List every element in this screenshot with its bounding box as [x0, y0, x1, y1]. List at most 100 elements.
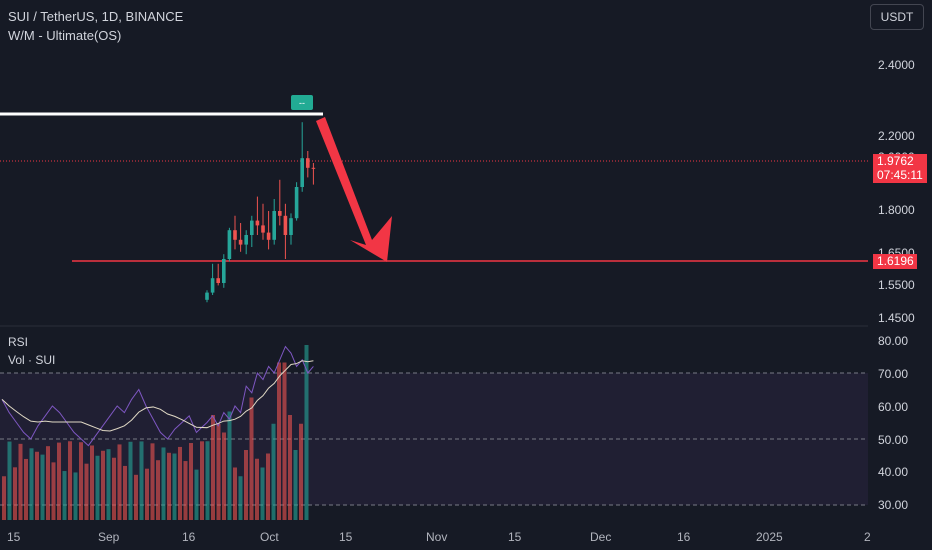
candle-body: [266, 232, 271, 240]
price-tick: 1.5500: [878, 278, 915, 292]
time-tick: Nov: [426, 530, 448, 544]
volume-bar: [145, 468, 149, 520]
volume-bar: [24, 458, 28, 520]
volume-bar: [18, 443, 23, 520]
rsi-ma-line: [1, 360, 314, 432]
volume-bar: [62, 471, 67, 520]
volume-bar: [134, 474, 138, 520]
volume-bar: [46, 446, 50, 520]
volume-bar: [112, 457, 116, 520]
time-tick: Sep: [98, 530, 120, 544]
volume-bar: [194, 469, 199, 520]
volume-bar: [260, 467, 265, 520]
down-arrow-drawing: [316, 117, 392, 262]
volume-bar: [178, 446, 182, 520]
volume-bar: [13, 467, 17, 520]
time-tick: Dec: [590, 530, 612, 544]
volume-bar: [57, 442, 61, 520]
pattern-marker-label: --: [299, 98, 305, 108]
volume-bar: [73, 472, 78, 520]
volume-bar: [117, 444, 122, 520]
candle-body: [261, 225, 265, 233]
candle-body: [306, 158, 310, 168]
volume-bar: [29, 448, 34, 520]
volume-bar: [68, 441, 72, 520]
current-price-value: 1.9762: [877, 154, 914, 168]
volume-bar: [227, 411, 232, 520]
volume-bar: [84, 463, 89, 520]
volume-bar: [123, 465, 127, 520]
volume-bar: [282, 362, 287, 520]
rsi-tick: 80.00: [878, 334, 909, 348]
volume-bar: [238, 476, 243, 520]
volume-bar: [90, 445, 94, 520]
candle-body: [272, 211, 276, 240]
volume-bar: [183, 461, 188, 520]
candle-body: [216, 278, 220, 283]
candle-body: [222, 259, 226, 283]
time-tick: 16: [677, 530, 691, 544]
price-tick: 1.8000: [878, 203, 915, 217]
volume-bar: [249, 397, 254, 520]
rsi-line: [1, 345, 314, 447]
time-tick: 16: [182, 530, 196, 544]
volume-bar: [266, 453, 270, 520]
candle-body: [311, 167, 316, 169]
volume-bar: [216, 423, 221, 520]
rsi-tick: 30.00: [878, 498, 909, 512]
rsi-label[interactable]: RSI: [8, 335, 29, 349]
rsi-tick: 60.00: [878, 400, 909, 414]
candle-body: [283, 215, 288, 235]
rsi-tick: 70.00: [878, 367, 909, 381]
candle-body: [205, 292, 209, 300]
currency-button[interactable]: USDT: [870, 4, 924, 30]
time-tick: 2: [864, 530, 871, 544]
time-tick: Oct: [260, 530, 279, 544]
volume-bar: [277, 362, 281, 520]
current-price-tag: 1.9762 07:45:11: [873, 154, 927, 183]
volume-bar: [128, 441, 133, 520]
volume-bar: [304, 345, 309, 520]
volume-label[interactable]: Vol · SUI: [8, 353, 56, 367]
indicator-title[interactable]: W/M - Ultimate(OS): [8, 28, 122, 43]
candle-body: [227, 230, 232, 259]
candle-body: [294, 187, 299, 219]
pattern-marker[interactable]: [291, 95, 313, 110]
volume-bar: [288, 415, 292, 520]
volume-bar: [79, 442, 83, 520]
volume-bar: [172, 453, 177, 520]
candle-body: [289, 218, 293, 235]
volume-bar: [51, 462, 56, 520]
volume-bar: [255, 458, 259, 520]
candle-body: [255, 220, 260, 226]
volume-bar: [101, 450, 105, 520]
price-tick: 2.4000: [878, 58, 915, 72]
volume-bar: [139, 441, 144, 520]
time-tick: 15: [508, 530, 522, 544]
candle-body: [250, 220, 254, 235]
volume-bar: [244, 450, 248, 520]
volume-bar: [106, 449, 111, 520]
volume-bar: [40, 454, 45, 520]
time-tick: 2025: [756, 530, 783, 544]
volume-bar: [7, 441, 12, 520]
volume-bar: [299, 423, 303, 520]
candle-body: [300, 158, 304, 187]
support-price-tag: 1.6196: [873, 254, 917, 269]
volume-bar: [189, 443, 193, 520]
candle-body: [210, 278, 215, 293]
symbol-title[interactable]: SUI / TetherUS, 1D, BINANCE: [8, 9, 184, 24]
volume-bar: [200, 441, 204, 520]
volume-bar: [156, 460, 160, 520]
rsi-tick: 50.00: [878, 433, 909, 447]
volume-bar: [293, 450, 298, 520]
price-tick: 2.2000: [878, 129, 915, 143]
time-tick: 15: [339, 530, 353, 544]
volume-bar: [205, 441, 210, 520]
volume-bar: [150, 443, 155, 520]
volume-bar: [271, 423, 276, 520]
volume-bar: [2, 476, 6, 520]
volume-bar: [211, 415, 215, 520]
volume-bar: [222, 432, 226, 520]
